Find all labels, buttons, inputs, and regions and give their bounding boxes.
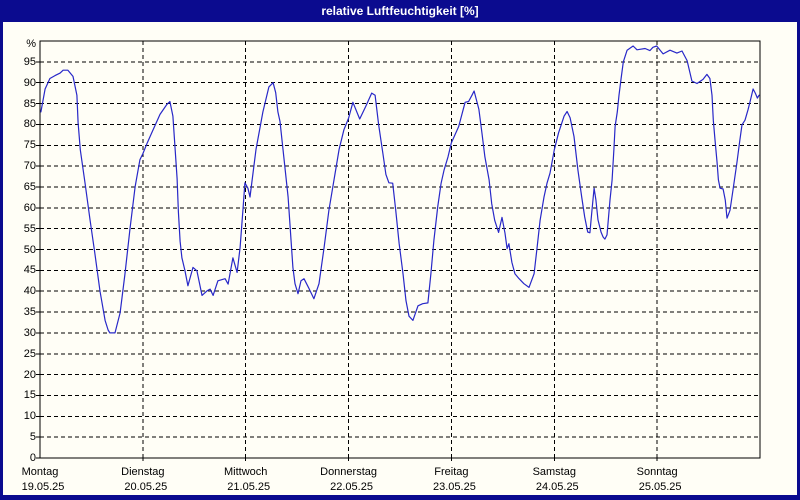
y-tick-label: 40 <box>23 285 36 298</box>
day-label: Samstag <box>532 466 576 478</box>
y-tick-label: 90 <box>23 76 36 89</box>
y-tick-label: 10 <box>23 410 36 423</box>
y-tick-label: 35 <box>23 306 36 319</box>
day-label: Montag <box>21 466 59 478</box>
y-tick-label: 45 <box>23 264 36 277</box>
y-tick-label: 75 <box>23 139 36 152</box>
y-tick-label: 70 <box>23 160 36 173</box>
date-label: 19.05.25 <box>21 481 65 493</box>
y-tick-label: 0 <box>29 452 36 464</box>
date-label: 24.05.25 <box>535 481 579 493</box>
date-label: 21.05.25 <box>227 481 271 493</box>
y-tick-label: 5 <box>29 431 36 444</box>
y-tick-label: 50 <box>23 243 36 256</box>
day-label: Dienstag <box>121 466 165 478</box>
y-tick-label: 30 <box>23 326 36 339</box>
plot-border <box>39 40 761 459</box>
y-tick-label: 95 <box>23 55 36 68</box>
title-bar[interactable]: relative Luftfeuchtigkeit [%] <box>0 0 800 22</box>
y-tick-label: 15 <box>23 389 36 402</box>
y-tick-label: 65 <box>23 180 36 193</box>
y-tick-label: 20 <box>23 368 36 381</box>
date-label: 23.05.25 <box>433 481 476 493</box>
y-tick-label: 25 <box>23 347 36 360</box>
y-tick-label: 85 <box>23 97 36 110</box>
day-label: Mittwoch <box>224 466 268 478</box>
date-label: 20.05.25 <box>124 481 168 493</box>
humidity-line <box>40 45 760 334</box>
y-tick-label: 55 <box>23 222 36 235</box>
day-label: Donnerstag <box>320 466 377 478</box>
date-label: 25.05.25 <box>638 481 682 493</box>
day-label: Sonntag <box>636 466 678 478</box>
y-tick-label: 60 <box>23 201 36 214</box>
day-label: Freitag <box>434 466 469 478</box>
y-axis-unit-label: % <box>26 38 36 50</box>
chart-title: relative Luftfeuchtigkeit [%] <box>321 4 479 18</box>
date-label: 22.05.25 <box>330 481 373 493</box>
y-tick-label: 80 <box>23 118 36 131</box>
